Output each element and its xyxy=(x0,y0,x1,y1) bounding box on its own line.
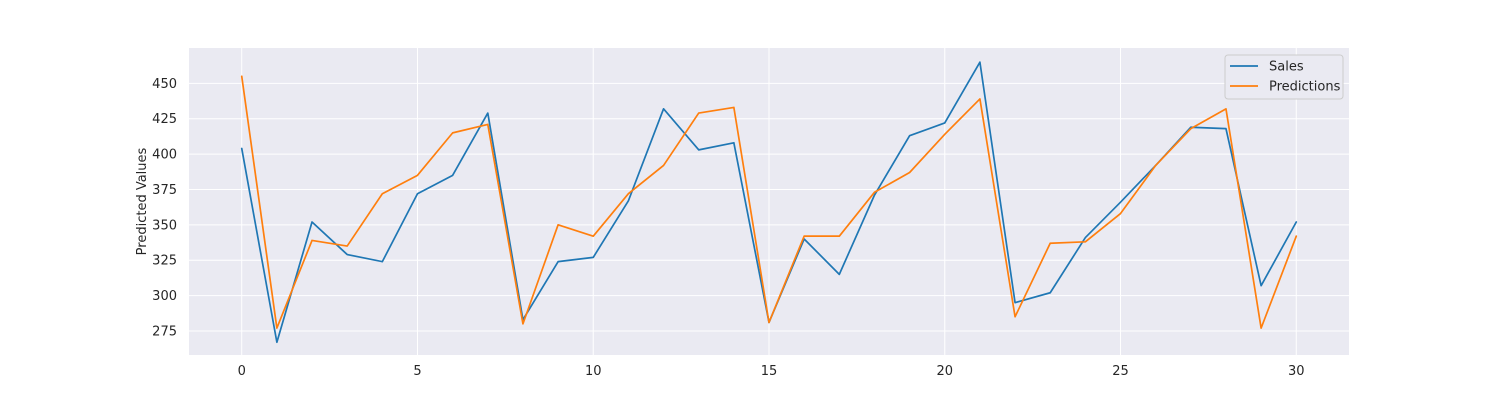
y-tick-label: 450 xyxy=(152,77,177,92)
series-lines xyxy=(240,60,1298,344)
data-point-sales xyxy=(240,147,244,151)
data-point-predictions xyxy=(838,234,842,238)
data-point-predictions xyxy=(943,132,947,136)
data-point-predictions xyxy=(1013,315,1017,319)
data-point-sales xyxy=(1119,200,1123,204)
data-point-sales xyxy=(310,220,314,224)
data-point-sales xyxy=(381,260,385,264)
grid-lines xyxy=(189,48,1349,355)
y-tick-label: 325 xyxy=(152,254,177,269)
data-point-predictions xyxy=(697,111,701,115)
data-point-predictions xyxy=(240,74,244,78)
y-tick-label: 300 xyxy=(152,289,177,304)
data-point-sales xyxy=(1224,127,1228,131)
data-point-sales xyxy=(1294,220,1298,224)
y-tick-label: 275 xyxy=(152,324,177,339)
data-point-sales xyxy=(591,256,595,260)
y-tick-label: 375 xyxy=(152,183,177,198)
legend: Sales Predictions xyxy=(1224,54,1344,100)
data-point-predictions xyxy=(591,234,595,238)
data-point-sales xyxy=(732,141,736,145)
y-tick-label: 350 xyxy=(152,218,177,233)
y-axis: 275 300 325 350 375 400 425 450 xyxy=(152,77,177,340)
data-point-sales xyxy=(662,107,666,111)
x-tick-label: 5 xyxy=(413,364,421,379)
x-axis: 0 5 10 15 20 25 30 xyxy=(238,364,1305,379)
x-tick-label: 15 xyxy=(761,364,778,379)
data-point-predictions xyxy=(1154,164,1158,168)
data-point-sales xyxy=(1048,291,1052,295)
legend-label: Predictions xyxy=(1269,80,1341,95)
data-point-sales xyxy=(978,60,982,64)
y-tick-label: 400 xyxy=(152,148,177,163)
x-tick-label: 10 xyxy=(585,364,602,379)
legend-label: Sales xyxy=(1269,60,1304,75)
data-point-predictions xyxy=(978,97,982,101)
data-point-predictions xyxy=(486,123,490,127)
data-point-predictions xyxy=(662,164,666,168)
data-point-predictions xyxy=(1048,241,1052,245)
y-tick-label: 425 xyxy=(152,112,177,127)
x-tick-label: 25 xyxy=(1112,364,1129,379)
series-line-predictions xyxy=(240,75,1298,329)
data-point-sales xyxy=(838,273,842,277)
data-point-sales xyxy=(416,192,420,196)
data-point-predictions xyxy=(767,321,771,325)
data-point-sales xyxy=(451,174,455,178)
data-point-sales xyxy=(1084,236,1088,240)
data-point-sales xyxy=(627,199,631,203)
data-point-predictions xyxy=(1259,326,1263,330)
data-point-predictions xyxy=(732,106,736,110)
data-point-predictions xyxy=(521,322,525,326)
data-point-predictions xyxy=(345,244,349,248)
data-point-sales xyxy=(697,148,701,152)
x-tick-label: 20 xyxy=(936,364,953,379)
x-tick-label: 0 xyxy=(238,364,246,379)
x-tick-label: 30 xyxy=(1288,364,1305,379)
data-point-predictions xyxy=(1084,240,1088,244)
data-point-predictions xyxy=(1189,127,1193,131)
data-point-predictions xyxy=(802,234,806,238)
data-point-predictions xyxy=(1119,212,1123,216)
data-point-sales xyxy=(275,340,279,344)
data-point-predictions xyxy=(416,174,420,178)
data-point-predictions xyxy=(381,192,385,196)
data-point-sales xyxy=(486,111,490,115)
data-point-predictions xyxy=(451,131,455,135)
data-point-predictions xyxy=(873,191,877,195)
data-point-sales xyxy=(345,253,349,257)
y-axis-label: Predicted Values xyxy=(135,147,150,255)
data-point-predictions xyxy=(1224,107,1228,111)
data-point-predictions xyxy=(556,223,560,227)
data-point-predictions xyxy=(1294,234,1298,238)
data-point-sales xyxy=(1259,284,1263,288)
data-point-sales xyxy=(556,260,560,264)
data-point-sales xyxy=(943,121,947,125)
data-point-predictions xyxy=(275,326,279,330)
data-point-sales xyxy=(908,134,912,138)
data-point-predictions xyxy=(908,171,912,175)
data-point-predictions xyxy=(627,192,631,196)
data-point-predictions xyxy=(310,239,314,243)
